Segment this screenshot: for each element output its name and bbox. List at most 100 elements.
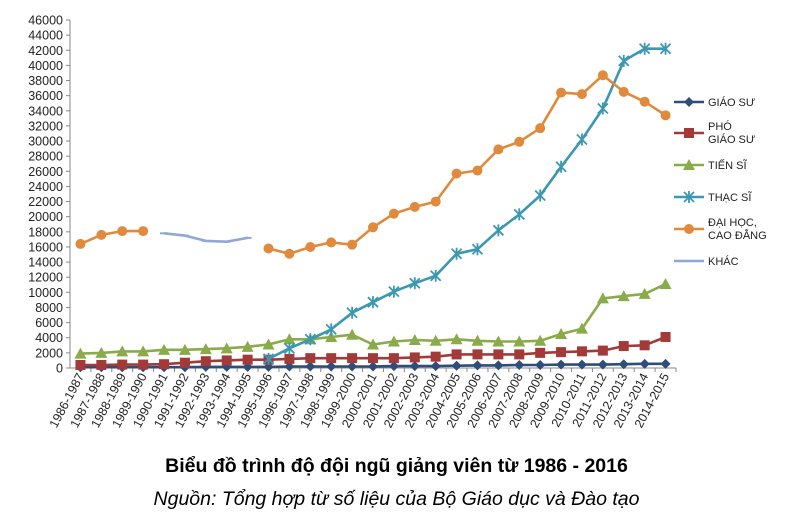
point-thac-si	[325, 323, 337, 336]
point-dai-hoc-cao-dang	[556, 87, 567, 98]
legend-label-line: GIÁO SƯ	[708, 133, 755, 146]
legend-label: PHÓ GIÁO SƯ	[708, 120, 755, 146]
point-thac-si	[471, 243, 484, 256]
point-pho-giao-su	[535, 347, 546, 358]
point-tien-si	[241, 340, 254, 352]
point-dai-hoc-cao-dang	[451, 168, 462, 179]
point-dai-hoc-cao-dang	[639, 96, 650, 107]
point-dai-hoc-cao-dang	[117, 226, 128, 237]
point-thac-si	[513, 208, 525, 221]
point-thac-si	[555, 160, 567, 173]
legend-swatch-marker	[684, 224, 694, 234]
point-dai-hoc-cao-dang	[493, 144, 504, 155]
y-tick-label: 14000	[28, 256, 63, 270]
y-tick-label: 24000	[28, 180, 63, 194]
point-pho-giao-su	[576, 346, 587, 357]
point-dai-hoc-cao-dang	[263, 243, 274, 254]
y-tick-label: 6000	[35, 316, 63, 330]
point-giao-su	[409, 361, 420, 372]
point-pho-giao-su	[117, 359, 128, 370]
point-giao-su	[493, 360, 504, 371]
point-giao-su	[535, 359, 546, 370]
legend-label: TIẾN SĨ	[708, 159, 747, 172]
point-dai-hoc-cao-dang	[535, 123, 546, 134]
point-tien-si	[367, 338, 379, 350]
point-tien-si	[325, 330, 338, 342]
y-tick-label: 20000	[28, 210, 63, 224]
y-tick-label: 8000	[35, 301, 63, 315]
point-pho-giao-su	[639, 340, 650, 351]
point-pho-giao-su	[242, 354, 253, 365]
point-giao-su	[597, 359, 608, 370]
legend-item-dai-hoc-cao-dang: ĐẠI HỌC, CAO ĐẲNG	[674, 217, 767, 242]
y-tick-label: 18000	[28, 225, 63, 239]
point-pho-giao-su	[305, 353, 316, 364]
legend-label-line: PHÓ	[708, 120, 732, 133]
series-thac-si	[262, 42, 672, 365]
point-pho-giao-su	[388, 353, 399, 364]
point-dai-hoc-cao-dang	[472, 165, 483, 176]
point-thac-si	[283, 342, 296, 355]
point-tien-si	[346, 328, 359, 340]
legend-swatch-marker	[683, 159, 695, 170]
point-thac-si	[639, 42, 651, 55]
point-thac-si	[618, 54, 630, 67]
point-tien-si	[471, 334, 484, 346]
y-tick-label: 40000	[28, 59, 63, 73]
point-tien-si	[262, 338, 275, 350]
point-tien-si	[95, 346, 108, 358]
y-tick-label: 2000	[35, 346, 63, 360]
y-tick-label: 30000	[28, 135, 63, 149]
point-thac-si	[450, 247, 463, 260]
point-thac-si	[388, 285, 400, 298]
point-pho-giao-su	[409, 352, 420, 363]
point-tien-si	[199, 343, 212, 355]
point-pho-giao-su	[179, 357, 190, 368]
y-tick-label: 32000	[28, 119, 63, 133]
legend-label: KHÁC	[708, 255, 739, 268]
point-tien-si	[513, 335, 526, 347]
y-tick-label: 22000	[28, 195, 63, 209]
y-tick-label: 46000	[28, 14, 63, 28]
point-tien-si	[387, 335, 400, 347]
point-giao-su	[556, 359, 567, 370]
point-pho-giao-su	[284, 353, 295, 364]
legend-item-khac: KHÁC	[674, 255, 739, 268]
point-dai-hoc-cao-dang	[597, 70, 608, 81]
point-giao-su	[305, 361, 316, 372]
point-pho-giao-su	[493, 349, 504, 360]
point-pho-giao-su	[326, 353, 337, 364]
point-pho-giao-su	[347, 353, 358, 364]
point-thac-si	[597, 102, 609, 115]
chart-source: Nguồn: Tổng hợp từ số liệu của Bộ Giáo d…	[153, 488, 640, 510]
point-tien-si	[408, 334, 421, 346]
point-dai-hoc-cao-dang	[409, 201, 420, 212]
point-tien-si	[638, 287, 651, 299]
point-tien-si	[534, 334, 547, 346]
point-thac-si	[492, 224, 505, 237]
point-dai-hoc-cao-dang	[284, 248, 295, 259]
point-dai-hoc-cao-dang	[368, 222, 378, 233]
point-thac-si	[659, 42, 672, 55]
point-tien-si	[575, 322, 588, 334]
point-giao-su	[639, 358, 650, 369]
point-tien-si	[617, 290, 630, 302]
point-dai-hoc-cao-dang	[388, 208, 399, 219]
point-pho-giao-su	[597, 345, 608, 356]
point-tien-si	[659, 278, 672, 290]
legend-item-pho-giao-su: PHÓ GIÁO SƯ	[674, 120, 755, 146]
point-pho-giao-su	[451, 349, 462, 360]
point-dai-hoc-cao-dang	[305, 241, 316, 252]
point-thac-si	[346, 306, 358, 319]
series-line-dai-hoc-cao-dang	[79, 229, 144, 246]
chart-series	[74, 42, 672, 373]
legend-label-line: ĐẠI HỌC,	[708, 217, 757, 229]
point-tien-si	[492, 335, 505, 347]
point-tien-si	[555, 327, 568, 339]
y-tick-label: 4000	[35, 331, 63, 345]
point-pho-giao-su	[138, 359, 149, 370]
y-tick-label: 36000	[28, 89, 63, 103]
point-dai-hoc-cao-dang	[618, 86, 629, 97]
